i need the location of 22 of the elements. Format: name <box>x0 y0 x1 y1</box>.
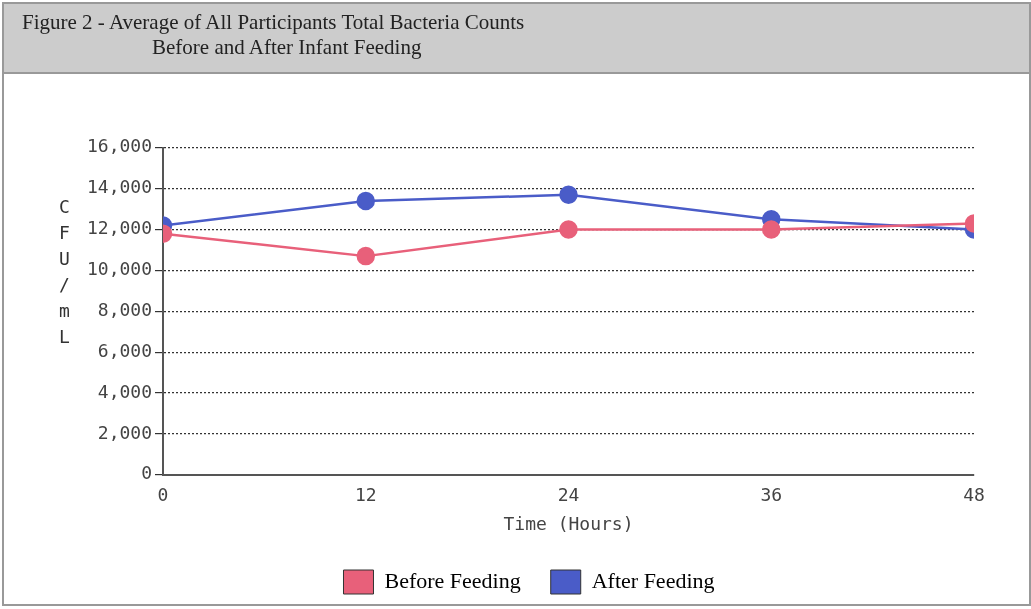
y-tick-label: 4,000 <box>97 380 153 402</box>
chart-subtitle: Before and After Infant Feeding <box>151 35 423 60</box>
legend-label: Before Feeding <box>384 567 521 593</box>
y-tick-label: 12,000 <box>86 217 153 239</box>
chart-title: Figure 2 - Average of All Participants Total Bacteria Counts <box>22 10 526 35</box>
y-tick-label: 6,000 <box>97 339 153 361</box>
y-axis-title: CFU/mL <box>59 195 70 349</box>
x-tick-label: 24 <box>557 484 580 506</box>
y-tick-label: 8,000 <box>97 298 153 320</box>
y-tick-label: 0 <box>141 462 153 484</box>
y-tick-label: 2,000 <box>97 421 153 443</box>
x-tick-label: 48 <box>963 484 985 506</box>
x-tick-label: 36 <box>760 484 783 506</box>
y-tick-label: 10,000 <box>86 258 153 280</box>
point <box>559 185 578 205</box>
legend-label: After Feeding <box>591 567 715 593</box>
y-tick-label: 14,000 <box>86 176 153 198</box>
x-tick-label: 0 <box>157 484 169 506</box>
y-tick-label: 16,000 <box>86 135 153 157</box>
x-axis-title: Time (Hours) <box>503 512 634 534</box>
x-tick-label: 12 <box>354 484 377 506</box>
point <box>559 220 578 239</box>
